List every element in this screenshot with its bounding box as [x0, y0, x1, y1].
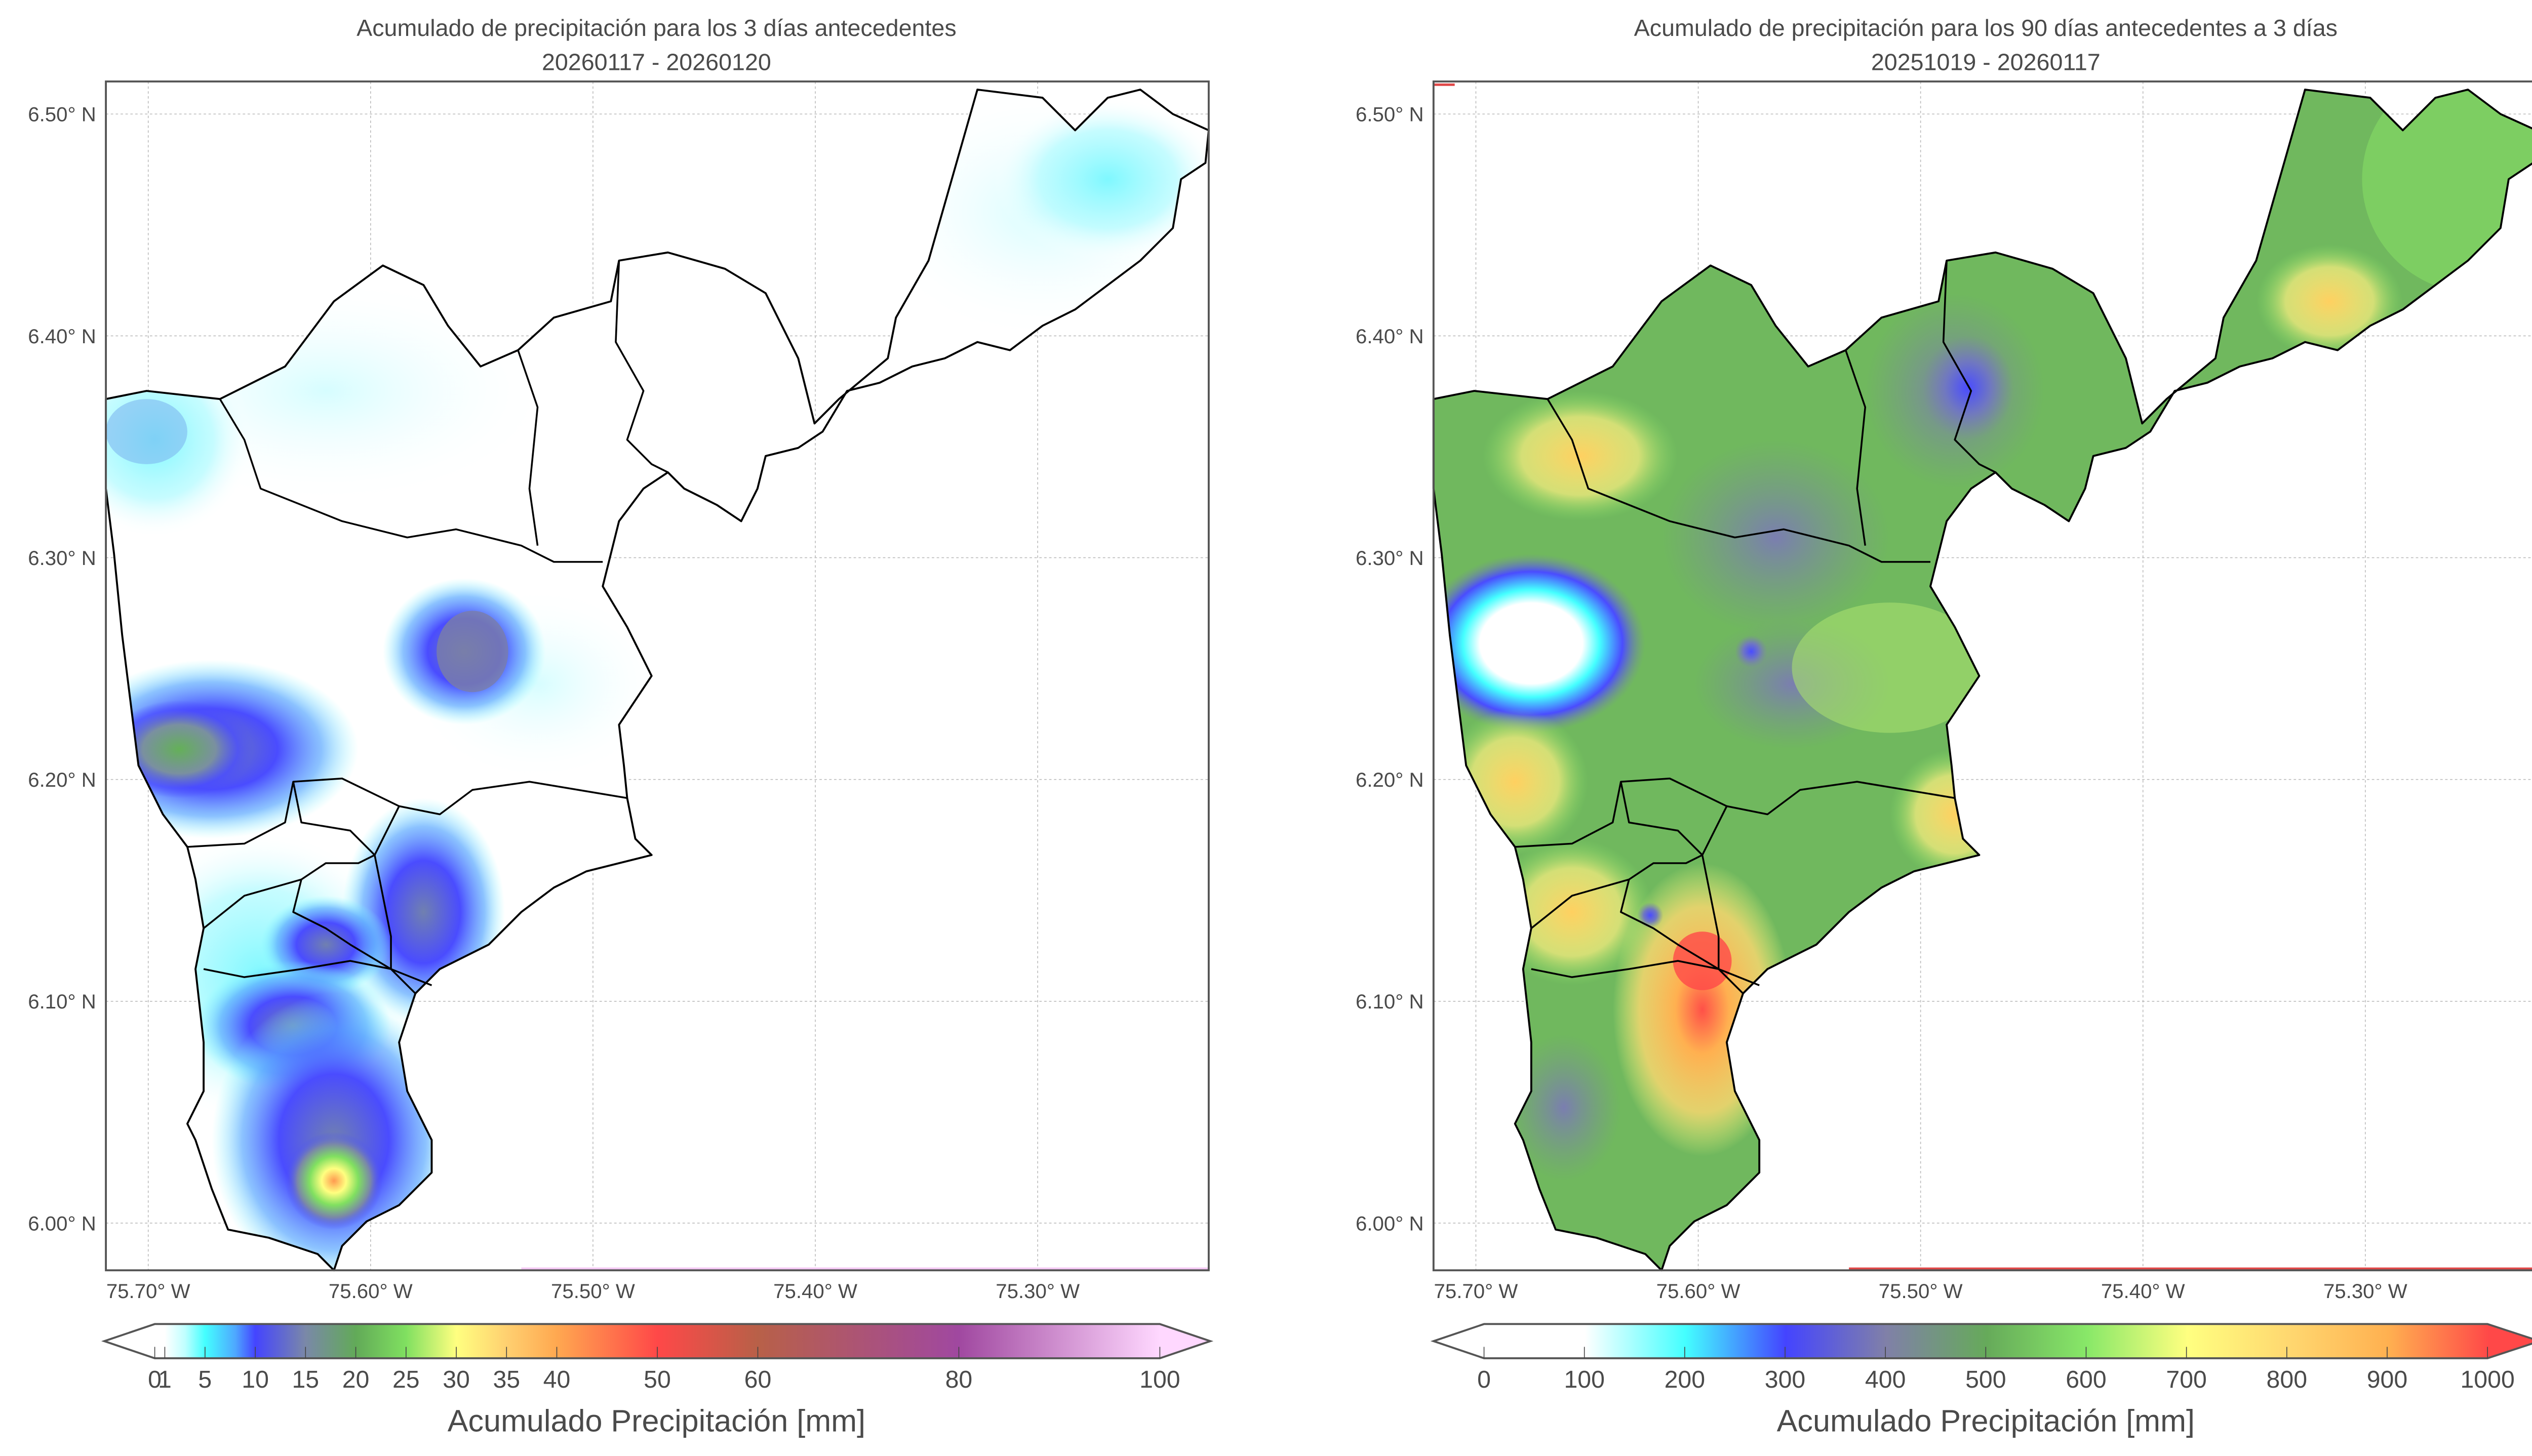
colorbar-tick-label: 200	[1665, 1366, 1706, 1393]
lat-tick-label: 6.00° N	[1356, 1212, 1424, 1235]
lon-tick-label: 75.70° W	[1434, 1280, 1518, 1303]
colorbar-tick-label: 1	[158, 1366, 172, 1393]
map-title-line2: 20260117 - 20260120	[542, 49, 771, 75]
colorbar-tick-label: 700	[2166, 1366, 2207, 1393]
colorbar-tick-label: 800	[2267, 1366, 2308, 1393]
colorbar-tick-label: 50	[644, 1366, 671, 1393]
lat-tick-label: 6.40° N	[1356, 325, 1424, 348]
lat-tick-label: 6.00° N	[28, 1212, 96, 1235]
lon-tick-label: 75.30° W	[2323, 1280, 2407, 1303]
colorbar-tick-label: 100	[1139, 1366, 1180, 1393]
colorbar-tick-label: 100	[1564, 1366, 1605, 1393]
colorbar-tick-label: 80	[945, 1366, 973, 1393]
lat-tick-label: 6.10° N	[28, 990, 96, 1013]
lon-tick-label: 75.40° W	[2101, 1280, 2185, 1303]
axis-ticks: 6.50° N 6.40° N 6.30° N 6.20° N 6.10° N 6.00°…	[28, 103, 1080, 1303]
lon-tick-label: 75.60° W	[1656, 1280, 1740, 1303]
lat-tick-label: 6.30° N	[1356, 547, 1424, 570]
colorbar-tick-label: 10	[242, 1366, 269, 1393]
precipitation-field	[106, 90, 1209, 1271]
colorbar-tick-label: 40	[543, 1366, 571, 1393]
lon-tick-label: 75.30° W	[996, 1280, 1080, 1303]
colorbar-tick-label: 400	[1865, 1366, 1906, 1393]
colorbar-label: Acumulado Precipitación [mm]	[448, 1404, 865, 1438]
map-title-line2: 20251019 - 20260117	[1871, 49, 2101, 75]
map-title-line1: Acumulado de precipitación para los 90 d…	[1634, 15, 2338, 41]
lat-tick-label: 6.50° N	[1356, 103, 1424, 126]
colorbar-tick-label: 0	[1477, 1366, 1491, 1393]
lat-tick-label: 6.10° N	[1356, 990, 1424, 1013]
colorbar-90-days: 0 100 200 300 400 500 600 700 800 900 1000 Acumula…	[1430, 1323, 2532, 1438]
colorbar-tick-label: 35	[493, 1366, 520, 1393]
colorbar-tick-label: 25	[392, 1366, 420, 1393]
lon-tick-label: 75.50° W	[551, 1280, 635, 1303]
map-panel-90-days: Acumulado de precipitación para los 90 d…	[1356, 15, 2532, 1303]
lat-tick-label: 6.20° N	[28, 769, 96, 791]
colorbar-tick-label: 600	[2066, 1366, 2107, 1393]
colorbar-tick-label: 0	[148, 1366, 162, 1393]
map-frame	[105, 80, 1210, 1272]
colorbar-tick-label: 60	[744, 1366, 772, 1393]
map-title-line1: Acumulado de precipitación para los 3 dí…	[357, 15, 957, 41]
colorbar-tick-label: 300	[1765, 1366, 1806, 1393]
map-frame	[1432, 80, 2532, 1272]
axis-ticks: 6.50° N 6.40° N 6.30° N 6.20° N 6.10° N 6.00°…	[1356, 103, 2407, 1303]
lat-tick-label: 6.20° N	[1356, 769, 1424, 791]
map-panel-3-days: Acumulado de precipitación para los 3 dí…	[28, 15, 1210, 1303]
lon-tick-label: 75.70° W	[106, 1280, 190, 1303]
colorbar-tick-label: 15	[292, 1366, 319, 1393]
colorbar-tick-label: 5	[198, 1366, 212, 1393]
lon-tick-label: 75.50° W	[1879, 1280, 1963, 1303]
lat-tick-label: 6.40° N	[28, 325, 96, 348]
precipitation-field	[1433, 90, 2532, 1271]
colorbar-tick-label: 900	[2367, 1366, 2408, 1393]
lat-tick-label: 6.30° N	[28, 547, 96, 570]
colorbar-tick-label: 500	[1965, 1366, 2006, 1393]
lon-tick-label: 75.60° W	[329, 1280, 413, 1303]
colorbar-tick-label: 30	[443, 1366, 470, 1393]
colorbar-3-days: 01 5 10 15 20 25 30 35 40 50 60 80 100 Acumulado Pre…	[101, 1323, 1214, 1438]
lat-tick-label: 6.50° N	[28, 103, 96, 126]
colorbar-label: Acumulado Precipitación [mm]	[1777, 1404, 2195, 1438]
colorbar-tick-label: 1000	[2460, 1366, 2514, 1393]
lon-tick-label: 75.40° W	[773, 1280, 857, 1303]
colorbar-tick-label: 20	[342, 1366, 370, 1393]
